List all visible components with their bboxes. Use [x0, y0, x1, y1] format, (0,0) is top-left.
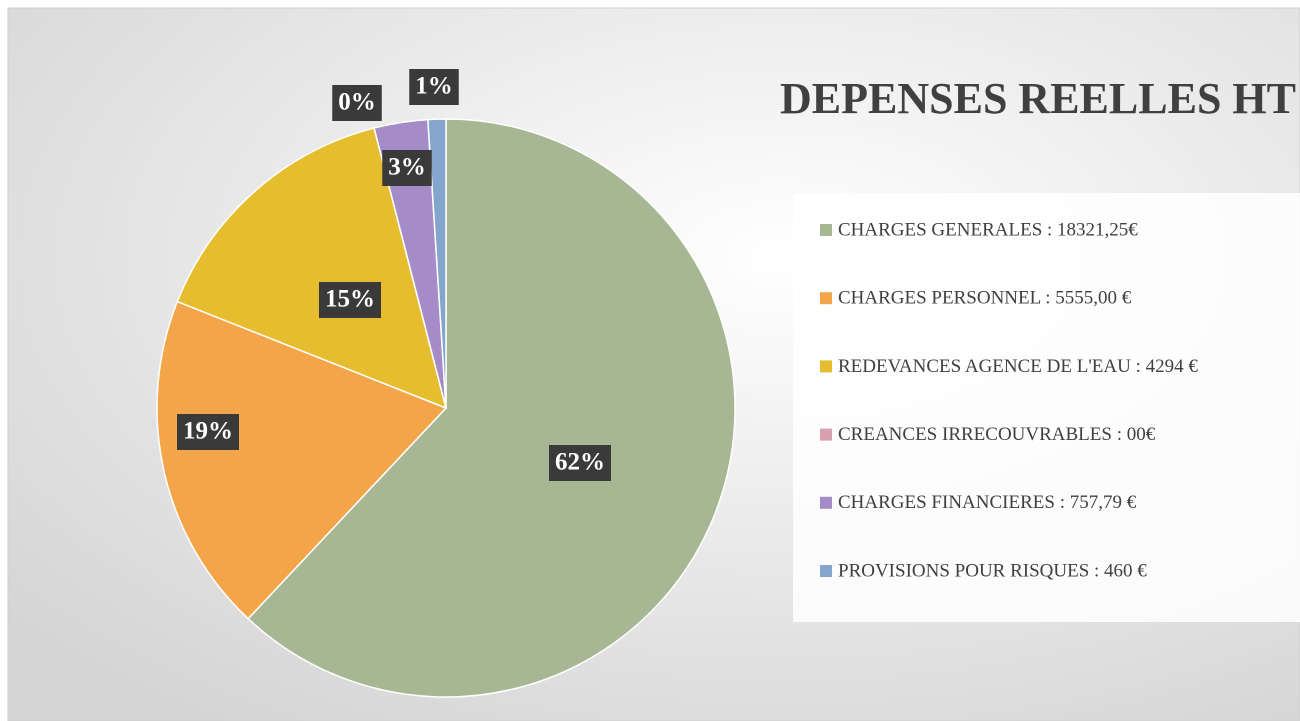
data-label: 15% — [319, 282, 381, 318]
chart-title: DEPENSES REELLES HT — [780, 74, 1296, 123]
legend-text: CHARGES GENERALES : 18321,25€ — [838, 219, 1138, 240]
data-label-box — [382, 150, 432, 186]
data-label-box — [319, 282, 381, 318]
legend-text: CHARGES PERSONNEL : 5555,00 € — [838, 288, 1132, 309]
pie-slice — [247, 118, 736, 698]
legend-swatch — [820, 496, 832, 509]
legend-swatch — [820, 428, 832, 441]
legend-text: REDEVANCES AGENCE DE L'EAU : 4294 € — [838, 356, 1198, 377]
data-label-box — [549, 445, 611, 481]
data-label-text: 3% — [388, 154, 426, 181]
pie-slice — [176, 127, 448, 410]
data-label-box — [409, 69, 459, 105]
legend-swatch — [820, 565, 832, 577]
legend-swatch — [820, 360, 832, 373]
data-label: 1% — [409, 69, 459, 105]
data-label-text: 62% — [555, 449, 605, 476]
data-label-text: 1% — [415, 73, 453, 100]
legend-box — [793, 193, 1300, 622]
data-label: 3% — [382, 150, 432, 186]
legend-text: CREANCES IRRECOUVRABLES : 00€ — [838, 424, 1156, 445]
pie-slice — [156, 300, 448, 620]
legend-text: CHARGES FINANCIERES : 757,79 € — [838, 492, 1137, 513]
data-label-text: 19% — [183, 418, 233, 445]
data-label-text: 15% — [325, 286, 375, 313]
data-label-box — [332, 85, 382, 121]
data-label: 62% — [549, 445, 611, 481]
legend-swatch — [820, 224, 832, 236]
data-label: 19% — [177, 414, 239, 450]
pie-slice — [427, 118, 447, 409]
data-label-box — [177, 414, 239, 450]
data-label: 0% — [332, 85, 382, 121]
data-label-text: 0% — [338, 89, 376, 116]
legend-swatch — [820, 292, 832, 305]
legend-text: PROVISIONS POUR RISQUES : 460 € — [838, 560, 1147, 581]
